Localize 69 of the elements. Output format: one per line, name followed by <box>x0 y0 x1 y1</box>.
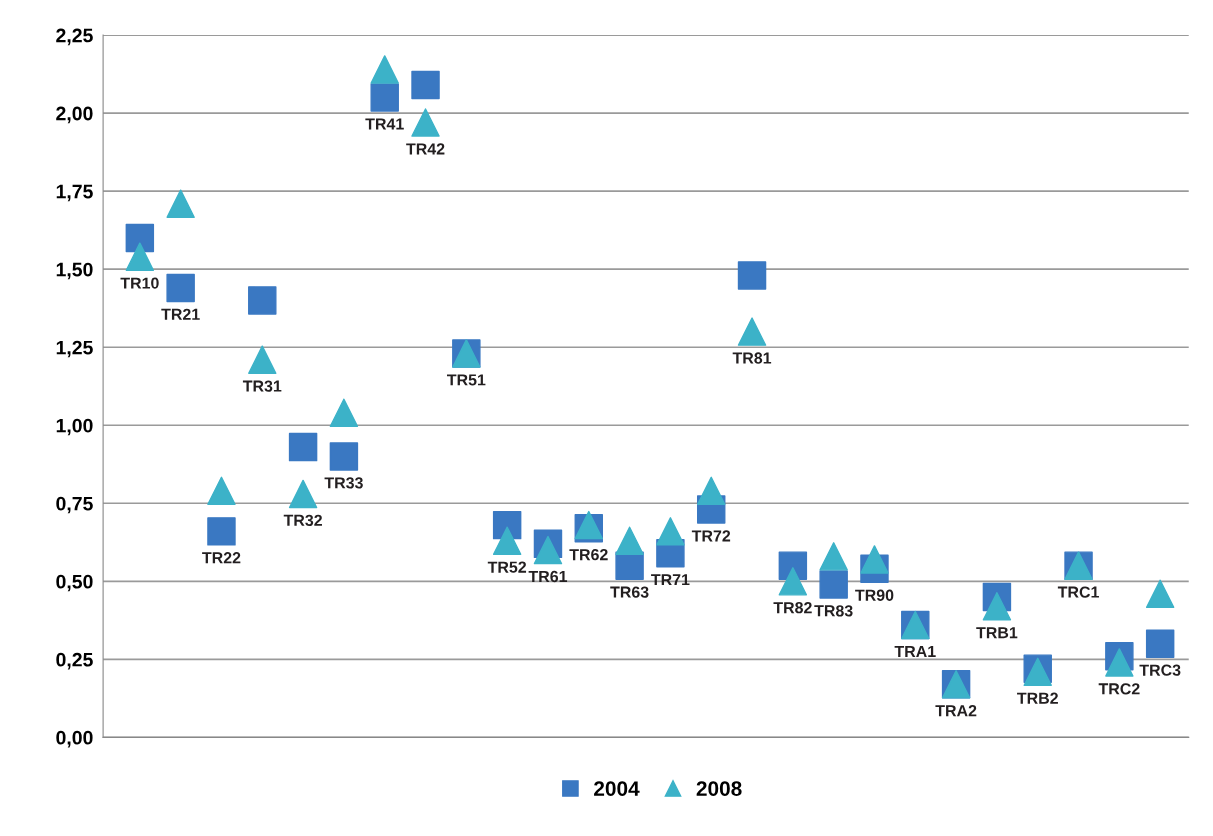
point <box>248 286 277 315</box>
x-tick-label: TR31 <box>242 380 282 392</box>
point <box>492 526 522 555</box>
point <box>737 261 767 290</box>
x-tick-label: TR32 <box>283 514 322 526</box>
y-tick-label: 1,75 <box>56 184 93 202</box>
x-tick-label: TR22 <box>202 552 241 564</box>
x-tick-label: TR81 <box>732 352 772 364</box>
point <box>656 517 685 546</box>
x-tick-label: TRC1 <box>1057 586 1099 598</box>
point <box>533 535 563 565</box>
point <box>248 345 277 374</box>
x-tick-label: TR10 <box>120 277 159 289</box>
y-tick-label: 2,00 <box>56 106 93 124</box>
x-tick-label: TRC3 <box>1139 664 1181 676</box>
point <box>288 432 318 462</box>
point <box>982 592 1012 621</box>
point <box>125 242 155 271</box>
y-tick-label: 0,75 <box>56 496 93 514</box>
y-tick-label: 1,00 <box>56 418 93 436</box>
y-tick-label: 2,25 <box>56 28 93 46</box>
y-tick-label: 1,50 <box>56 262 93 280</box>
x-tick-label: TR21 <box>161 308 200 320</box>
y-tick-label: 0,00 <box>56 730 93 748</box>
x-tick-label: TR82 <box>773 602 812 614</box>
point <box>207 517 236 546</box>
x-tick-label: TR83 <box>814 605 853 617</box>
point <box>166 273 195 303</box>
y-tick-label: 0,50 <box>56 574 93 592</box>
x-tick-label: TR33 <box>324 477 363 489</box>
point <box>737 317 767 346</box>
point <box>411 70 440 100</box>
x-tick-label: TR41 <box>365 118 404 130</box>
x-tick-label: TR90 <box>855 589 894 601</box>
x-tick-label: TRB1 <box>976 627 1018 639</box>
point <box>207 476 236 506</box>
point <box>778 567 808 596</box>
y-tick-label: 1,25 <box>56 340 93 358</box>
x-tick-label: TR51 <box>447 374 486 386</box>
point <box>1145 629 1175 658</box>
x-tick-label: TR52 <box>487 561 527 573</box>
x-tick-label: TR63 <box>610 586 649 598</box>
legend-label: 2004 <box>594 781 640 796</box>
point <box>819 542 848 571</box>
x-tick-label: TR71 <box>651 574 690 586</box>
point <box>1145 579 1175 609</box>
x-tick-label: TRC2 <box>1098 683 1140 695</box>
point <box>370 55 399 84</box>
point <box>166 189 195 218</box>
point <box>329 442 359 471</box>
x-tick-label: TRA2 <box>935 705 977 717</box>
x-tick-label: TR62 <box>569 549 608 561</box>
x-tick-label: TR61 <box>528 570 568 583</box>
legend-label: 2008 <box>696 781 742 796</box>
point <box>288 479 318 509</box>
point <box>329 398 359 427</box>
point <box>125 223 155 253</box>
x-tick-label: TRA1 <box>894 645 936 657</box>
point <box>370 83 399 112</box>
point <box>860 545 889 574</box>
x-tick-label: TR42 <box>406 143 445 155</box>
x-tick-label: TR72 <box>691 530 731 542</box>
point <box>1105 648 1134 677</box>
point <box>696 476 726 506</box>
point <box>615 526 644 555</box>
point <box>411 108 440 137</box>
y-tick-label: 0,25 <box>56 652 93 670</box>
point <box>819 570 848 599</box>
x-tick-label: TRB2 <box>1017 692 1058 704</box>
